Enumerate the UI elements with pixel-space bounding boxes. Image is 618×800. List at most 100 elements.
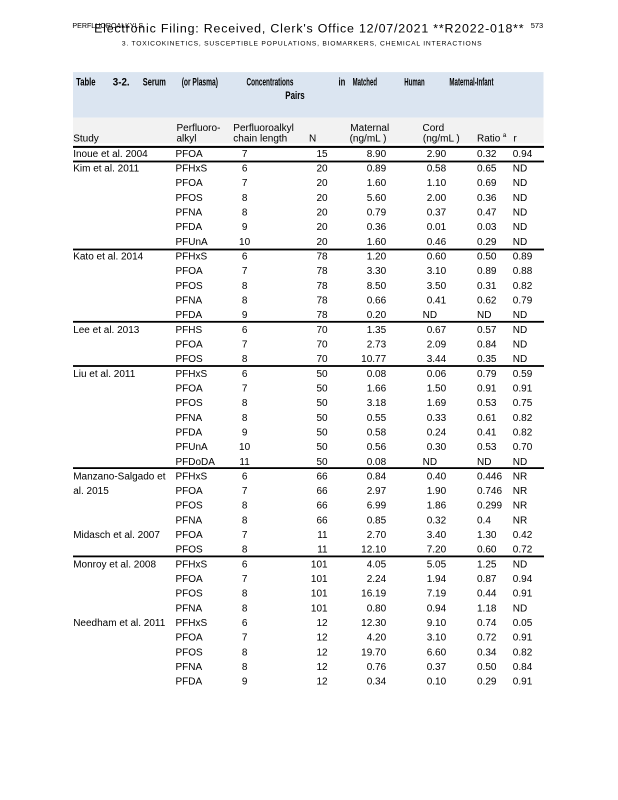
svg-text:ND: ND bbox=[513, 603, 527, 614]
svg-text:Cord: Cord bbox=[423, 123, 445, 134]
svg-text:PFNA: PFNA bbox=[176, 662, 203, 673]
svg-text:19.70: 19.70 bbox=[361, 647, 386, 658]
svg-text:PFNA: PFNA bbox=[176, 515, 203, 526]
svg-text:ND: ND bbox=[513, 339, 527, 350]
svg-text:Perfluoroalkyl: Perfluoroalkyl bbox=[233, 123, 294, 134]
svg-text:0.61: 0.61 bbox=[477, 413, 497, 424]
svg-text:8: 8 bbox=[242, 647, 248, 658]
svg-text:Human: Human bbox=[404, 76, 424, 88]
svg-text:PFHxS: PFHxS bbox=[176, 618, 208, 629]
svg-text:9: 9 bbox=[242, 310, 248, 321]
svg-text:PFOS: PFOS bbox=[176, 398, 204, 409]
svg-text:ND: ND bbox=[513, 559, 527, 570]
svg-text:ND: ND bbox=[423, 310, 437, 321]
svg-text:ND: ND bbox=[477, 457, 491, 468]
svg-text:7.20: 7.20 bbox=[427, 545, 447, 556]
svg-text:0.37: 0.37 bbox=[427, 662, 447, 673]
svg-text:50: 50 bbox=[316, 398, 328, 409]
svg-text:3.44: 3.44 bbox=[427, 354, 447, 365]
svg-text:0.33: 0.33 bbox=[427, 413, 447, 424]
svg-text:0.69: 0.69 bbox=[477, 178, 497, 189]
svg-text:0.746: 0.746 bbox=[477, 486, 502, 497]
svg-text:8: 8 bbox=[242, 398, 248, 409]
svg-text:2.24: 2.24 bbox=[367, 574, 387, 585]
svg-text:PFDoDA: PFDoDA bbox=[176, 457, 216, 468]
svg-text:1.94: 1.94 bbox=[427, 574, 447, 585]
svg-text:8: 8 bbox=[242, 296, 248, 307]
svg-text:0.06: 0.06 bbox=[427, 369, 447, 380]
svg-text:0.30: 0.30 bbox=[427, 442, 447, 453]
svg-text:3.10: 3.10 bbox=[427, 633, 447, 644]
svg-text:1.18: 1.18 bbox=[477, 603, 497, 614]
svg-text:Pairs: Pairs bbox=[285, 90, 304, 102]
svg-text:8: 8 bbox=[242, 589, 248, 600]
svg-text:Table: Table bbox=[76, 76, 95, 88]
svg-text:0.08: 0.08 bbox=[367, 369, 387, 380]
svg-text:ND: ND bbox=[513, 222, 527, 233]
svg-text:PFUnA: PFUnA bbox=[176, 237, 209, 248]
svg-text:6: 6 bbox=[242, 471, 248, 482]
svg-text:Lee et al. 2013: Lee et al. 2013 bbox=[73, 325, 140, 336]
svg-text:1.35: 1.35 bbox=[367, 325, 387, 336]
svg-text:50: 50 bbox=[316, 427, 328, 438]
svg-text:PFHxS: PFHxS bbox=[176, 471, 208, 482]
svg-text:3. TOXICOKINETICS, SUSCEPTIBLE: 3. TOXICOKINETICS, SUSCEPTIBLE POPULATIO… bbox=[122, 41, 482, 48]
svg-text:0.94: 0.94 bbox=[513, 574, 533, 585]
svg-text:PFOA: PFOA bbox=[176, 266, 204, 277]
svg-text:PFNA: PFNA bbox=[176, 296, 203, 307]
svg-text:7.19: 7.19 bbox=[427, 589, 447, 600]
svg-text:PFHxS: PFHxS bbox=[176, 369, 208, 380]
svg-text:0.29: 0.29 bbox=[477, 677, 497, 688]
svg-text:Study: Study bbox=[73, 133, 99, 144]
svg-text:9: 9 bbox=[242, 427, 248, 438]
svg-text:2.97: 2.97 bbox=[367, 486, 387, 497]
svg-text:0.32: 0.32 bbox=[427, 515, 447, 526]
svg-text:0.36: 0.36 bbox=[367, 222, 387, 233]
svg-text:Kim et al. 2011: Kim et al. 2011 bbox=[73, 164, 139, 175]
svg-text:Manzano-Salgado et: Manzano-Salgado et bbox=[73, 471, 166, 482]
svg-text:PFOA: PFOA bbox=[176, 486, 204, 497]
svg-text:2.73: 2.73 bbox=[367, 339, 387, 350]
svg-text:50: 50 bbox=[316, 413, 328, 424]
svg-text:12: 12 bbox=[316, 677, 328, 688]
svg-text:ND: ND bbox=[513, 310, 527, 321]
svg-text:8: 8 bbox=[242, 354, 248, 365]
svg-text:101: 101 bbox=[311, 559, 328, 570]
svg-text:0.56: 0.56 bbox=[367, 442, 387, 453]
svg-text:ND: ND bbox=[513, 193, 527, 204]
svg-text:10.77: 10.77 bbox=[361, 354, 386, 365]
svg-text:20: 20 bbox=[316, 222, 328, 233]
svg-text:ND: ND bbox=[513, 354, 527, 365]
svg-text:0.42: 0.42 bbox=[513, 530, 533, 541]
svg-text:Serum: Serum bbox=[143, 76, 166, 88]
svg-text:PFOA: PFOA bbox=[176, 339, 204, 350]
svg-text:8: 8 bbox=[242, 208, 248, 219]
svg-text:0.91: 0.91 bbox=[477, 383, 497, 394]
svg-text:7: 7 bbox=[242, 530, 248, 541]
svg-text:0.82: 0.82 bbox=[513, 427, 533, 438]
svg-text:11: 11 bbox=[317, 530, 328, 541]
svg-text:10: 10 bbox=[239, 237, 251, 248]
svg-text:0.01: 0.01 bbox=[427, 222, 447, 233]
svg-text:8: 8 bbox=[242, 501, 248, 512]
svg-text:r: r bbox=[513, 133, 517, 144]
svg-text:0.03: 0.03 bbox=[477, 222, 497, 233]
svg-text:12.30: 12.30 bbox=[361, 618, 386, 629]
svg-text:0.65: 0.65 bbox=[477, 164, 497, 175]
svg-text:0.60: 0.60 bbox=[427, 252, 447, 263]
svg-text:Kato et al. 2014: Kato et al. 2014 bbox=[73, 252, 143, 263]
svg-text:0.89: 0.89 bbox=[513, 252, 533, 263]
svg-text:0.58: 0.58 bbox=[367, 427, 387, 438]
svg-text:0.299: 0.299 bbox=[477, 501, 502, 512]
svg-text:NR: NR bbox=[513, 501, 527, 512]
svg-text:NR: NR bbox=[513, 486, 527, 497]
svg-text:0.91: 0.91 bbox=[513, 589, 533, 600]
svg-text:ND: ND bbox=[513, 325, 527, 336]
svg-text:PFOA: PFOA bbox=[176, 149, 204, 160]
svg-text:7: 7 bbox=[242, 149, 248, 160]
svg-text:101: 101 bbox=[311, 603, 328, 614]
svg-text:Concentrations: Concentrations bbox=[247, 76, 294, 88]
svg-text:15: 15 bbox=[316, 149, 328, 160]
svg-text:ND: ND bbox=[513, 457, 527, 468]
svg-text:66: 66 bbox=[316, 486, 328, 497]
